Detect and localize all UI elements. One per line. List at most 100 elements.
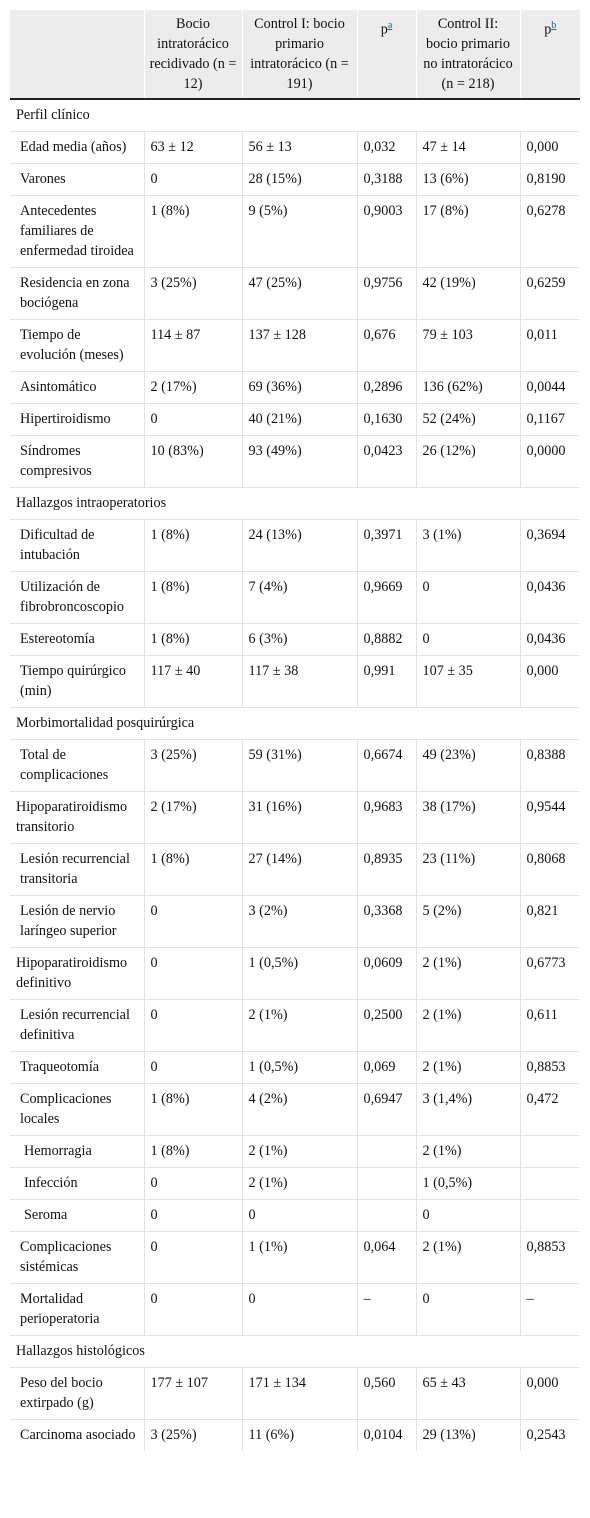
value-p-a: 0,0104	[356, 1419, 416, 1451]
value-control-1: 27 (14%)	[241, 843, 357, 896]
row-label: Utilización de fibrobroncoscopio	[20, 579, 125, 615]
value-control-1: 171 ± 134	[241, 1367, 357, 1420]
value-p-b: 0,821	[519, 895, 580, 948]
value-p-a: 0,069	[356, 1051, 416, 1084]
value-control-1: 56 ± 13	[241, 131, 357, 164]
section-row: Hallazgos intraoperatorios	[10, 487, 580, 520]
value-recurrent: 0	[143, 403, 242, 436]
value-p-b: 0,0044	[519, 371, 580, 404]
section-label: Hallazgos intraoperatorios	[10, 487, 580, 520]
value-p-a	[356, 1167, 416, 1200]
value-p-a: 0,6947	[356, 1083, 416, 1136]
table-row: Tiempo quirúrgico (min) 117 ± 40 117 ± 38 0…	[10, 655, 580, 708]
row-label-cell: Mortalidad perioperatoria	[10, 1283, 144, 1336]
value-control-2: 3 (1%)	[415, 519, 520, 572]
value-recurrent: 0	[143, 1199, 242, 1232]
row-label: Tiempo quirúrgico (min)	[20, 663, 127, 699]
table-row: Hemorragia 1 (8%) 2 (1%) 2 (1%)	[10, 1135, 580, 1168]
value-p-b: 0,9544	[519, 791, 580, 844]
value-p-b: 0,6259	[519, 267, 580, 320]
row-label: Total de complicaciones	[20, 747, 109, 783]
value-control-2: 136 (62%)	[415, 371, 520, 404]
value-control-1: 4 (2%)	[241, 1083, 357, 1136]
value-p-a: 0,9756	[356, 267, 416, 320]
table-row: Peso del bocio extirpado (g) 177 ± 107 171…	[10, 1367, 580, 1420]
table-row: Traqueotomía 0 1 (0,5%) 0,069 2 (1%) 0,8853	[10, 1051, 580, 1084]
value-control-1: 31 (16%)	[241, 791, 357, 844]
header-row: Bocio intratorácico recidivado (n = 12) …	[10, 10, 580, 100]
value-control-1: 11 (6%)	[241, 1419, 357, 1451]
value-control-1: 0	[241, 1283, 357, 1336]
header-empty	[10, 10, 144, 100]
header-control-1: Control I: bocio primario intratorácico …	[241, 10, 357, 100]
row-label-cell: Edad media (años)	[10, 131, 144, 164]
value-recurrent: 1 (8%)	[143, 1083, 242, 1136]
value-control-1: 2 (1%)	[241, 999, 357, 1052]
value-p-b: 0,8068	[519, 843, 580, 896]
row-label: Complicaciones locales	[20, 1091, 112, 1127]
value-p-b: 0,011	[519, 319, 580, 372]
value-recurrent: 1 (8%)	[143, 1135, 242, 1168]
row-label: Hemorragia	[24, 1143, 92, 1159]
value-p-a: 0,0609	[356, 947, 416, 1000]
section-label: Perfil clínico	[10, 99, 580, 132]
value-control-2: 38 (17%)	[415, 791, 520, 844]
row-label-cell: Residencia en zona bociógena	[10, 267, 144, 320]
footnote-link-a[interactable]: a	[387, 20, 393, 31]
table-header: Bocio intratorácico recidivado (n = 12) …	[10, 10, 580, 100]
row-label: Asintomático	[20, 379, 97, 395]
row-label: Lesión recurrencial definitiva	[20, 1007, 130, 1043]
row-label: Seroma	[24, 1207, 68, 1223]
footnote-link-b[interactable]: b	[551, 20, 557, 31]
table-body: Perfil clínico Edad media (años) 63 ± 12 56…	[10, 99, 580, 1451]
row-label: Antecedentes familiares de enfermedad ti…	[20, 203, 134, 259]
table-row: Edad media (años) 63 ± 12 56 ± 13 0,032 47 ±…	[10, 131, 580, 164]
row-label: Dificultad de intubación	[20, 527, 95, 563]
row-label-cell: Estereotomía	[10, 623, 144, 656]
value-control-2: 0	[415, 1199, 520, 1232]
value-p-b: 0,0000	[519, 435, 580, 488]
table-row: Infección 0 2 (1%) 1 (0,5%)	[10, 1167, 580, 1200]
value-control-1: 1 (0,5%)	[241, 947, 357, 1000]
row-label-cell: Infección	[10, 1167, 144, 1200]
value-p-a: 0,2896	[356, 371, 416, 404]
value-p-b	[519, 1167, 580, 1200]
value-p-a: 0,032	[356, 131, 416, 164]
value-control-2: 17 (8%)	[415, 195, 520, 268]
row-label-cell: Antecedentes familiares de enfermedad ti…	[10, 195, 144, 268]
value-control-2: 2 (1%)	[415, 947, 520, 1000]
value-p-a: 0,560	[356, 1367, 416, 1420]
row-label: Tiempo de evolución (meses)	[20, 327, 124, 363]
section-row: Hallazgos histológicos	[10, 1335, 580, 1368]
value-control-1: 9 (5%)	[241, 195, 357, 268]
table-row: Lesión de nervio laríngeo superior 0 3 (2%…	[10, 895, 580, 948]
value-control-2: 5 (2%)	[415, 895, 520, 948]
section-label: Hallazgos histológicos	[10, 1335, 580, 1368]
value-recurrent: 0	[143, 947, 242, 1000]
section-label: Morbimortalidad posquirúrgica	[10, 707, 580, 740]
row-label: Síndromes compresivos	[20, 443, 92, 479]
value-p-b: 0,472	[519, 1083, 580, 1136]
value-p-b: 0,0436	[519, 623, 580, 656]
table-row: Mortalidad perioperatoria 0 0–0–	[10, 1283, 580, 1336]
row-label-cell: Complicaciones locales	[10, 1083, 144, 1136]
value-control-1: 40 (21%)	[241, 403, 357, 436]
value-p-a: 0,6674	[356, 739, 416, 792]
value-recurrent: 117 ± 40	[143, 655, 242, 708]
row-label: Carcinoma asociado	[20, 1427, 136, 1443]
value-p-b: 0,0436	[519, 571, 580, 624]
value-control-2: 47 ± 14	[415, 131, 520, 164]
row-label-cell: Total de complicaciones	[10, 739, 144, 792]
row-label-cell: Lesión recurrencial definitiva	[10, 999, 144, 1052]
row-label: Residencia en zona bociógena	[20, 275, 130, 311]
value-p-a: 0,9669	[356, 571, 416, 624]
table-row: Utilización de fibrobroncoscopio 1 (8%) 7 …	[10, 571, 580, 624]
value-recurrent: 0	[143, 1231, 242, 1284]
table-row: Hipoparatiroidismo definitivo 0 1 (0,5%) 0,…	[10, 947, 580, 1000]
value-p-b: 0,8853	[519, 1051, 580, 1084]
value-control-1: 47 (25%)	[241, 267, 357, 320]
table-row: Complicaciones sistémicas 0 1 (1%) 0,064 2 (…	[10, 1231, 580, 1284]
value-recurrent: 3 (25%)	[143, 739, 242, 792]
value-recurrent: 0	[143, 163, 242, 196]
value-p-b	[519, 1135, 580, 1168]
